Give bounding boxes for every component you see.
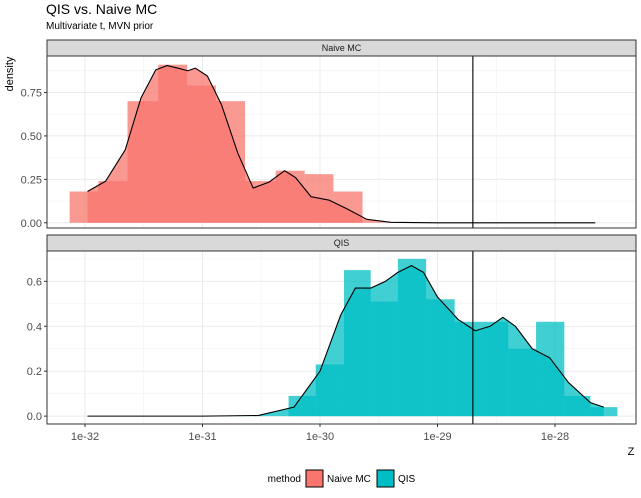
- chart-title: QIS vs. Naive MC: [46, 1, 158, 17]
- legend-title: method: [268, 474, 301, 485]
- legend-label: QIS: [398, 474, 416, 485]
- density-area: [87, 65, 596, 223]
- y-tick-label: 0.4: [27, 321, 42, 333]
- x-tick-label: 1e-30: [306, 431, 334, 443]
- histogram-bar: [590, 407, 618, 417]
- y-tick-label: 0.75: [21, 87, 42, 99]
- y-tick-label: 0.25: [21, 174, 42, 186]
- y-tick-label: 0.6: [27, 276, 42, 288]
- y-tick-label: 0.50: [21, 131, 42, 143]
- x-tick-label: 1e-32: [71, 431, 99, 443]
- chart-subtitle: Multivariate t, MVN prior: [46, 21, 154, 32]
- density-area: [87, 265, 604, 417]
- legend-swatch: [376, 469, 395, 488]
- density-line: [87, 265, 604, 417]
- facet-strip-label: Naive MC: [322, 43, 362, 53]
- legend-swatch: [305, 469, 324, 488]
- x-tick-label: 1e-28: [541, 431, 569, 443]
- legend-label: Naive MC: [327, 474, 371, 485]
- y-tick-label: 0.00: [21, 218, 42, 230]
- panel-border: [46, 55, 637, 229]
- x-tick-label: 1e-29: [423, 431, 451, 443]
- x-tick-label: 1e-31: [188, 431, 216, 443]
- y-axis-title: density: [4, 56, 16, 91]
- facet-strip-label: QIS: [334, 238, 350, 248]
- x-axis-title: Z: [628, 446, 635, 458]
- y-tick-label: 0.0: [27, 411, 42, 423]
- density-line: [87, 65, 596, 224]
- y-tick-label: 0.2: [27, 366, 42, 378]
- panel-border: [46, 250, 637, 425]
